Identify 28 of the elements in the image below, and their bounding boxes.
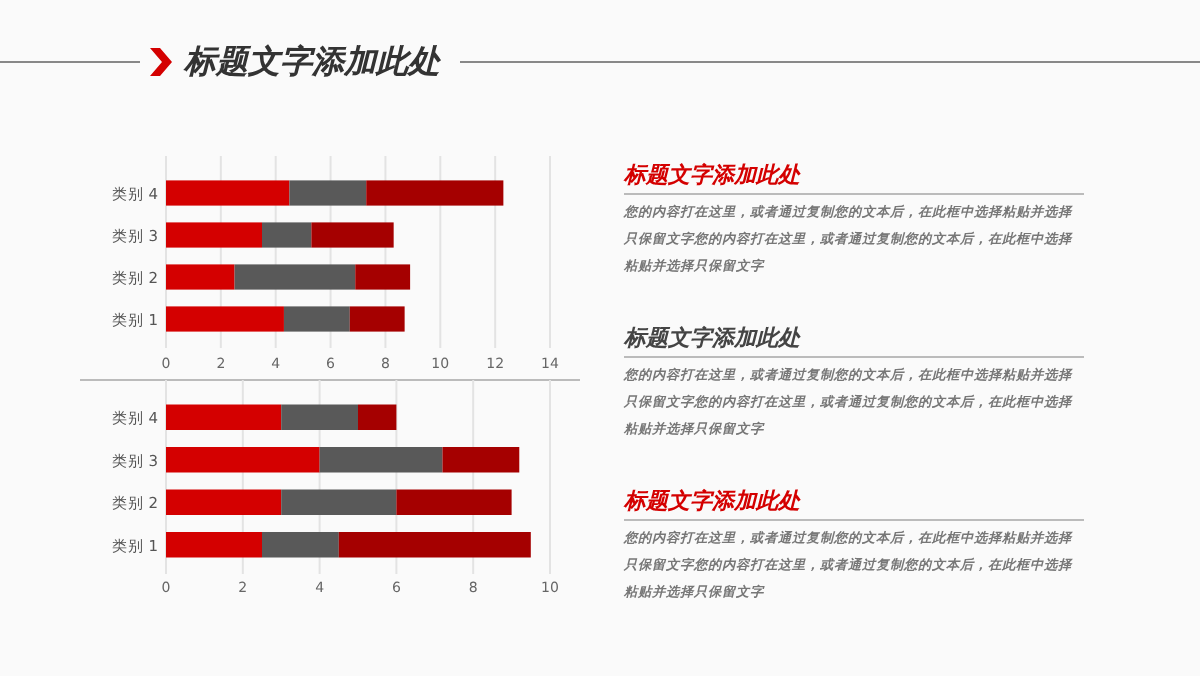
- bar: [262, 532, 339, 558]
- text: 标题文字添加此处: [622, 488, 802, 514]
- chart-title: 标题文字添加此处: [182, 42, 442, 80]
- bar: [166, 222, 262, 248]
- text: 标题文字添加此处: [622, 325, 802, 351]
- bar: [289, 180, 367, 206]
- bar: [234, 264, 356, 290]
- bar: [283, 306, 350, 332]
- bar: [366, 180, 504, 206]
- bar: [319, 447, 443, 473]
- bar: [349, 306, 405, 332]
- bar: [338, 532, 531, 558]
- bar: [358, 404, 397, 430]
- bar: [281, 404, 358, 430]
- bar: [166, 447, 320, 473]
- bar: [166, 306, 284, 332]
- text: 标题文字添加此处: [622, 162, 802, 188]
- bar: [442, 447, 520, 473]
- bar: [166, 404, 282, 430]
- bar: [166, 532, 262, 558]
- bar: [281, 489, 397, 515]
- bar: [355, 264, 411, 290]
- bar: [396, 489, 512, 515]
- bar: [166, 180, 290, 206]
- bar: [262, 222, 312, 248]
- bar: [311, 222, 394, 248]
- bar: [166, 489, 282, 515]
- bar: [166, 264, 235, 290]
